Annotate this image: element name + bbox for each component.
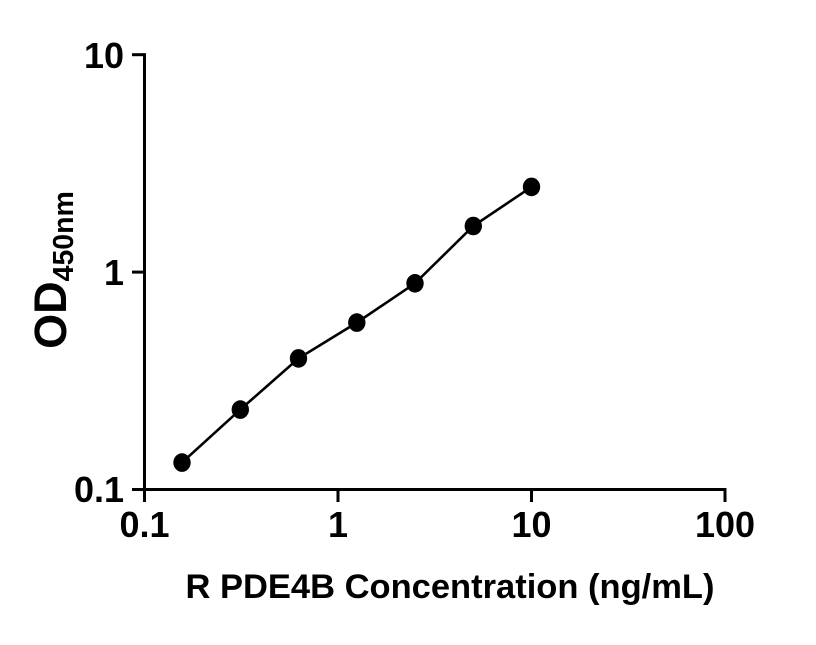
- svg-text:R PDE4B Concentration (ng/mL): R PDE4B Concentration (ng/mL): [185, 568, 714, 606]
- svg-text:0.1: 0.1: [74, 469, 124, 510]
- svg-text:10: 10: [511, 504, 551, 545]
- svg-text:1: 1: [104, 252, 124, 293]
- svg-text:0.1: 0.1: [119, 504, 169, 545]
- svg-text:OD450nm: OD450nm: [25, 191, 80, 349]
- svg-text:100: 100: [695, 504, 755, 545]
- svg-text:10: 10: [84, 35, 124, 76]
- svg-text:1: 1: [328, 504, 348, 545]
